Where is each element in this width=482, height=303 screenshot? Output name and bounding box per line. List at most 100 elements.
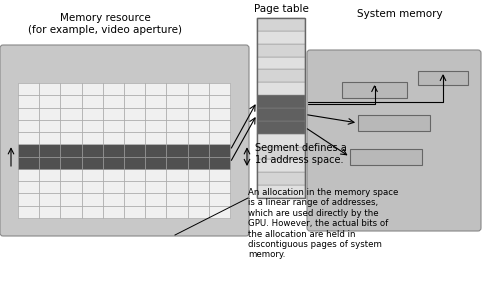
Text: System memory: System memory (357, 9, 443, 19)
Bar (257, 82, 305, 95)
Bar (124, 193, 145, 206)
Bar (81, 193, 103, 206)
Bar (166, 193, 187, 206)
Bar (166, 95, 187, 108)
Bar (166, 120, 187, 132)
Bar (103, 157, 124, 169)
Bar (39, 83, 60, 95)
Bar (209, 108, 230, 120)
Bar (124, 83, 145, 95)
Bar (18, 193, 39, 206)
Bar (81, 120, 103, 132)
Bar (187, 181, 209, 193)
Bar (257, 147, 305, 159)
Bar (81, 169, 103, 181)
Bar (257, 57, 305, 69)
Bar (39, 206, 60, 218)
Text: Page table: Page table (254, 4, 308, 14)
Bar (124, 95, 145, 108)
Bar (18, 120, 39, 132)
Bar (103, 206, 124, 218)
FancyBboxPatch shape (0, 45, 249, 236)
Bar (60, 206, 81, 218)
Bar (18, 132, 39, 144)
Bar (81, 144, 103, 157)
Bar (257, 185, 305, 198)
Bar (103, 83, 124, 95)
Bar (103, 108, 124, 120)
FancyBboxPatch shape (307, 50, 481, 231)
Bar (103, 144, 124, 157)
Bar (81, 83, 103, 95)
Bar (81, 181, 103, 193)
Bar (124, 108, 145, 120)
Bar (60, 193, 81, 206)
Bar (39, 132, 60, 144)
Bar (209, 144, 230, 157)
Bar (39, 144, 60, 157)
Bar (60, 132, 81, 144)
Bar (124, 181, 145, 193)
Bar (145, 206, 166, 218)
Bar (145, 132, 166, 144)
Bar (18, 181, 39, 193)
Bar (81, 157, 103, 169)
Bar (103, 181, 124, 193)
Bar (124, 169, 145, 181)
Bar (166, 206, 187, 218)
Bar (124, 144, 145, 157)
Bar (60, 157, 81, 169)
Bar (81, 206, 103, 218)
Bar (257, 108, 305, 121)
Bar (209, 132, 230, 144)
Bar (103, 120, 124, 132)
Bar (124, 206, 145, 218)
Bar (342, 82, 407, 98)
Bar (145, 169, 166, 181)
Bar (166, 169, 187, 181)
Bar (60, 144, 81, 157)
Bar (187, 157, 209, 169)
Bar (39, 181, 60, 193)
Bar (418, 71, 468, 85)
Bar (166, 157, 187, 169)
Bar (39, 169, 60, 181)
Bar (145, 95, 166, 108)
Bar (124, 132, 145, 144)
Bar (257, 134, 305, 147)
Bar (257, 31, 305, 44)
Bar (257, 18, 305, 198)
Bar (187, 108, 209, 120)
Bar (145, 144, 166, 157)
Bar (145, 157, 166, 169)
Bar (39, 120, 60, 132)
Bar (257, 69, 305, 82)
Bar (18, 108, 39, 120)
Bar (18, 169, 39, 181)
Bar (103, 193, 124, 206)
Bar (60, 120, 81, 132)
Bar (60, 181, 81, 193)
Bar (257, 121, 305, 134)
Bar (209, 206, 230, 218)
Bar (257, 159, 305, 172)
Bar (81, 108, 103, 120)
Bar (257, 95, 305, 108)
Bar (209, 83, 230, 95)
Bar (60, 95, 81, 108)
Bar (103, 132, 124, 144)
Bar (257, 18, 305, 31)
Bar (257, 44, 305, 57)
Bar (60, 108, 81, 120)
Bar (358, 115, 430, 131)
Bar (166, 181, 187, 193)
Bar (209, 181, 230, 193)
Bar (60, 169, 81, 181)
Bar (209, 120, 230, 132)
Bar (145, 108, 166, 120)
Bar (145, 181, 166, 193)
Bar (81, 132, 103, 144)
Text: Memory resource
(for example, video aperture): Memory resource (for example, video aper… (28, 13, 182, 35)
Bar (187, 193, 209, 206)
Bar (18, 95, 39, 108)
